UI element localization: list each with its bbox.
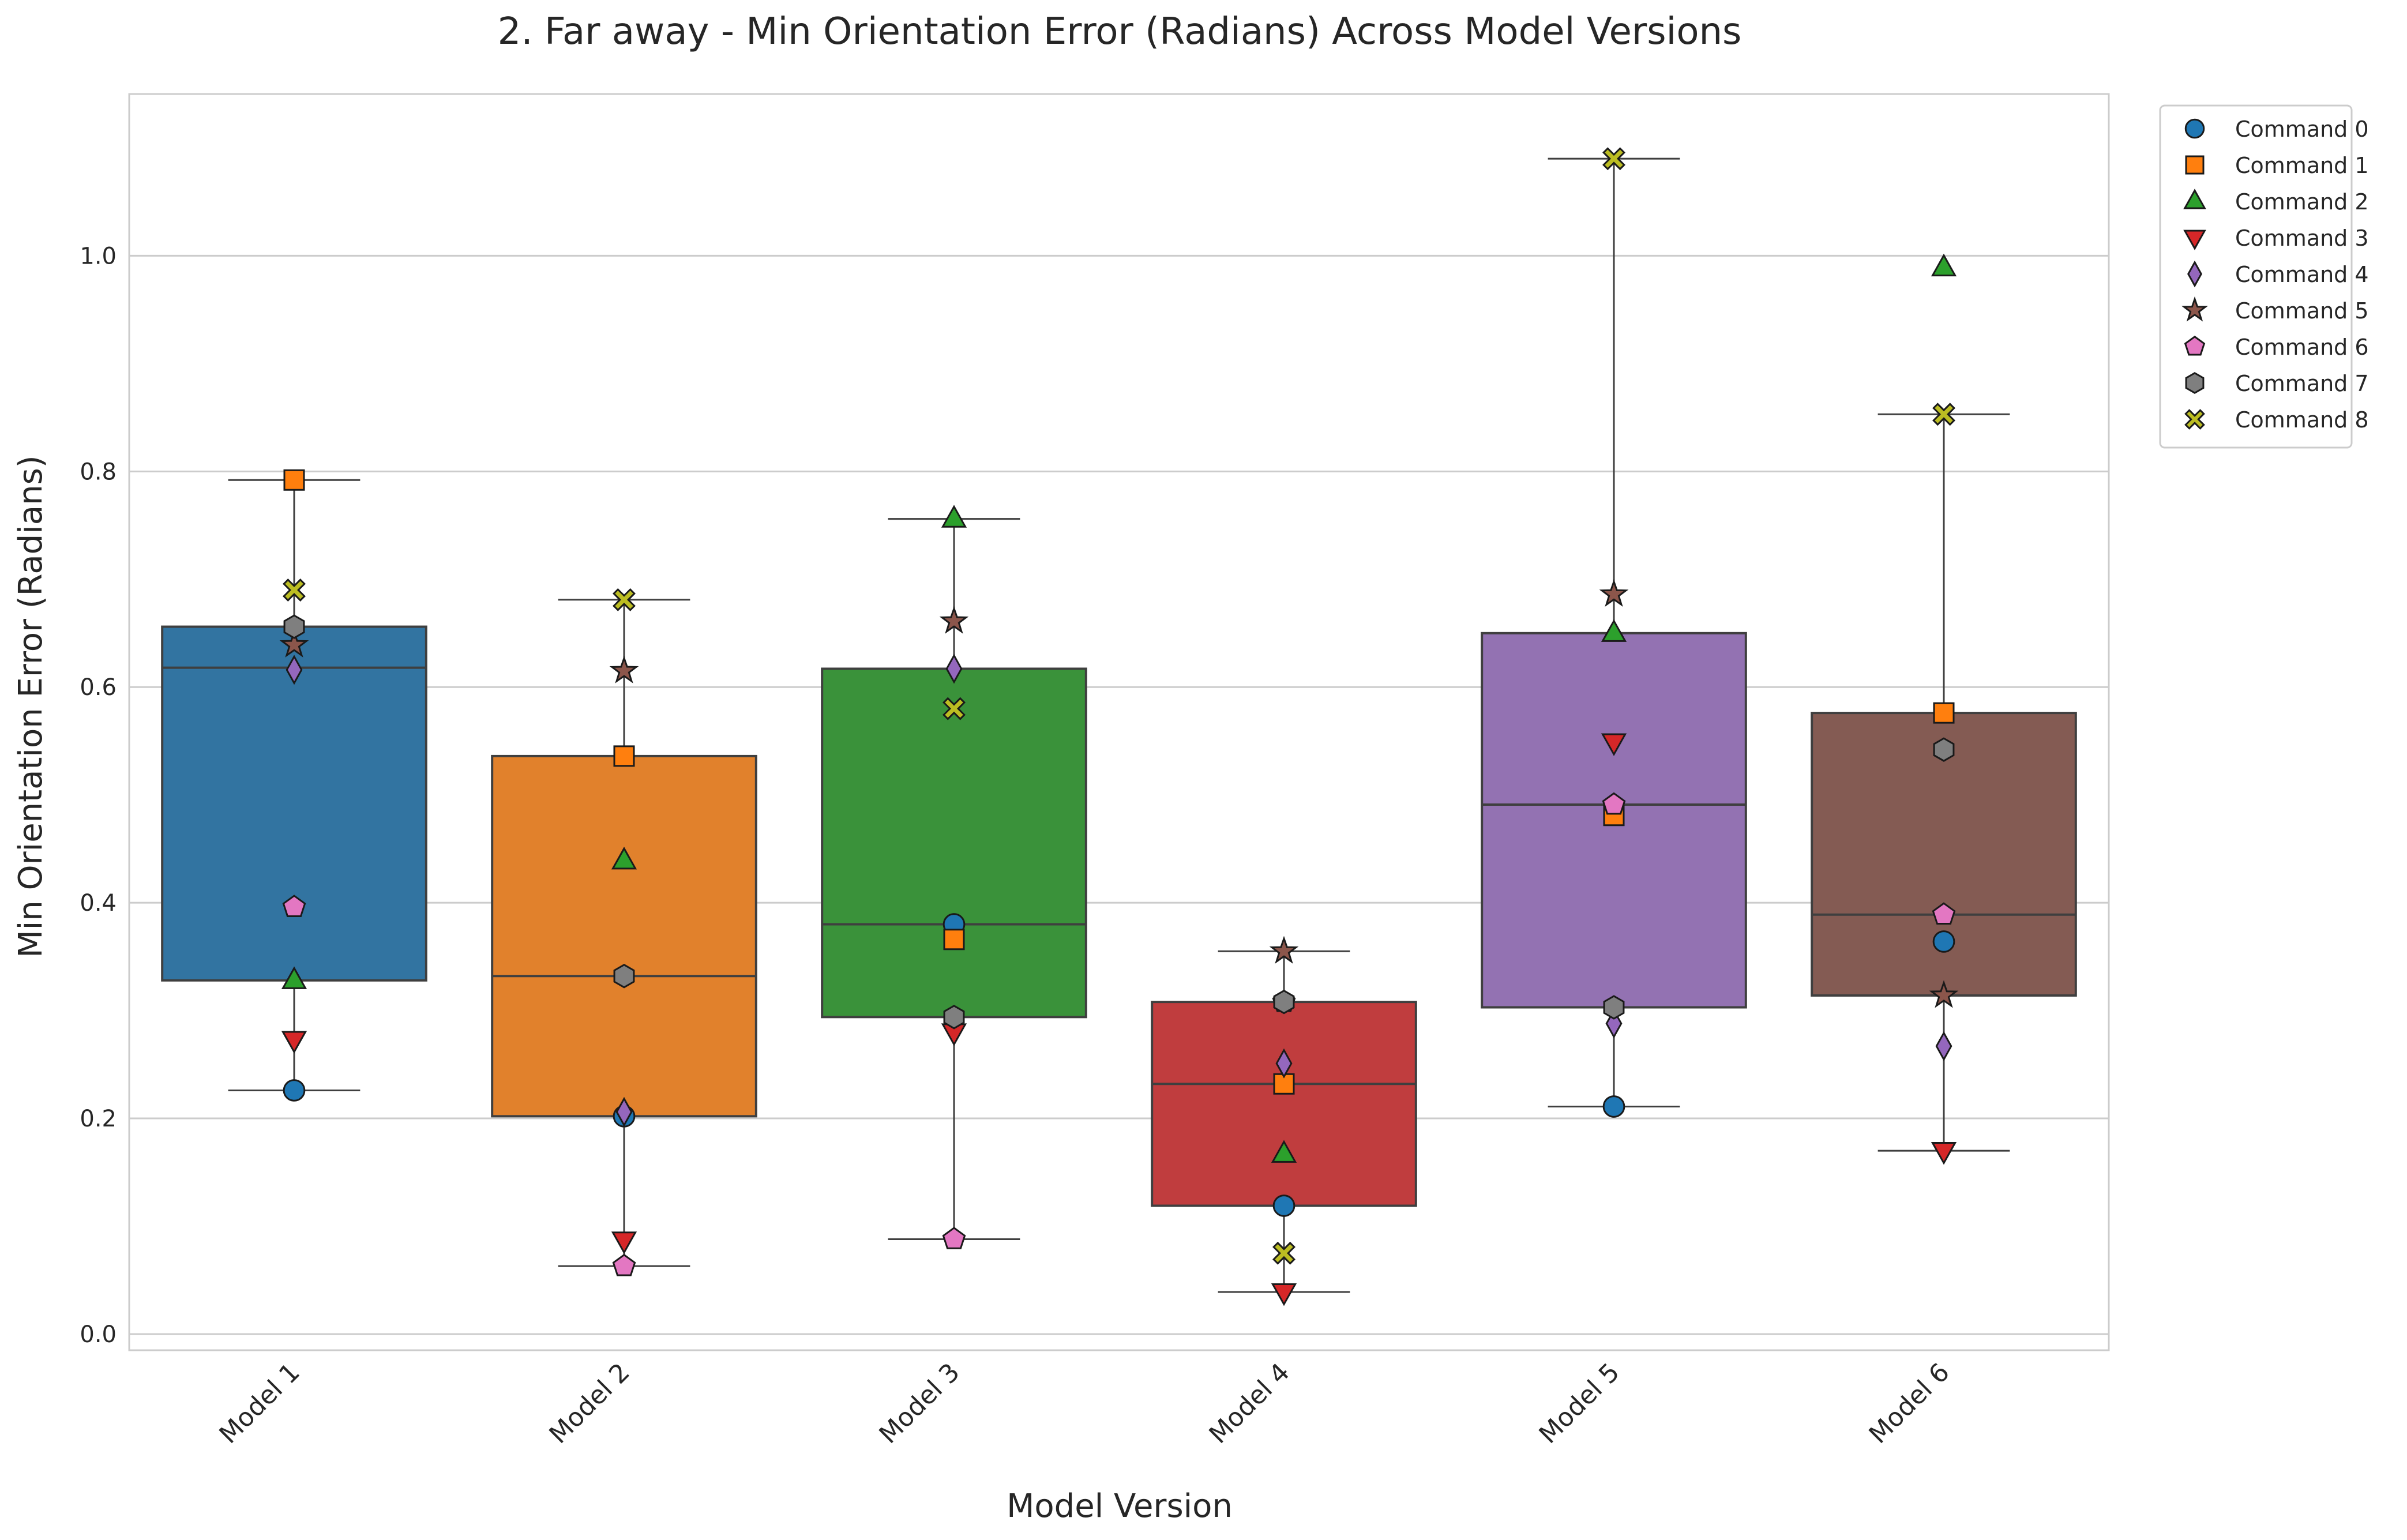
grid [129, 254, 2109, 1335]
box-4 [1151, 950, 1417, 1293]
point-command-6 [942, 1227, 966, 1249]
legend-marker [2184, 118, 2205, 139]
point-command-4 [286, 655, 303, 685]
y-tick-label: 1.0 [80, 243, 117, 269]
legend-label: Command 8 [2235, 407, 2369, 433]
legend-frame [2159, 104, 2353, 449]
point-command-4 [615, 1096, 633, 1127]
point-command-8 [1932, 403, 1955, 426]
box-2 [491, 599, 757, 1267]
legend-marker [2187, 260, 2202, 288]
box-1 [161, 479, 427, 1091]
point-command-2 [1931, 253, 1957, 277]
point-command-5 [279, 629, 309, 658]
point-command-6 [1932, 902, 1956, 925]
y-tick-label: 0.2 [80, 1106, 117, 1132]
legend-label: Command 6 [2235, 335, 2369, 360]
point-command-1 [1933, 702, 1955, 724]
point-command-1 [1273, 1073, 1295, 1095]
legend-marker [2185, 372, 2205, 394]
y-tick-label: 0.4 [80, 890, 117, 917]
point-command-3 [1931, 1142, 1957, 1165]
legend-label: Command 0 [2235, 117, 2369, 142]
point-command-7 [943, 1005, 965, 1030]
legend-marker [2184, 409, 2205, 430]
point-command-7 [1273, 989, 1295, 1015]
point-command-8 [613, 588, 636, 611]
legend-label: Command 3 [2235, 226, 2369, 251]
y-axis: 0.0 0.2 0.4 0.6 0.8 1.0 [80, 243, 117, 1348]
point-command-7 [1603, 995, 1625, 1020]
x-axis-label: Model Version [1007, 1488, 1233, 1525]
box-body [491, 754, 757, 1118]
point-command-2 [611, 846, 637, 870]
point-command-0 [1272, 1195, 1296, 1217]
legend-marker [2181, 296, 2208, 322]
point-command-1 [943, 929, 965, 951]
point-command-6 [282, 895, 306, 917]
point-command-7 [283, 614, 305, 639]
point-command-7 [1933, 737, 1955, 762]
legend: Command 0 Command 1 Command 2 Command 3 Comm… [2159, 104, 2369, 449]
data-points [279, 147, 1959, 1306]
legend-label: Command 4 [2235, 262, 2369, 287]
point-command-2 [1271, 1140, 1297, 1163]
point-command-8 [942, 697, 966, 720]
y-tick-label: 0.0 [80, 1321, 117, 1348]
point-command-5 [1269, 936, 1299, 964]
point-command-8 [283, 579, 306, 602]
point-command-2 [1601, 619, 1627, 642]
point-command-5 [1929, 980, 1959, 1008]
plot-area [128, 93, 2110, 1351]
point-command-3 [1601, 733, 1627, 756]
y-tick-label: 0.8 [80, 459, 117, 485]
legend-label: Command 1 [2235, 153, 2369, 178]
legend-marker [2184, 335, 2206, 356]
boxes [161, 157, 2077, 1293]
y-tick-label: 0.6 [80, 674, 117, 701]
point-command-3 [281, 1031, 307, 1054]
box-body [821, 667, 1087, 1019]
point-command-5 [1599, 579, 1629, 607]
point-command-4 [1935, 1031, 1952, 1061]
chart-title: 2. Far away - Min Orientation Error (Rad… [498, 10, 1742, 53]
point-command-6 [1602, 792, 1626, 815]
point-command-6 [612, 1253, 636, 1276]
legend-label: Command 2 [2235, 189, 2369, 215]
point-command-8 [1602, 147, 1625, 171]
box-body [1151, 1001, 1417, 1207]
point-command-0 [1602, 1095, 1625, 1118]
point-command-5 [939, 606, 969, 634]
y-axis-label: Min Orientation Error (Radians) [12, 455, 50, 957]
legend-marker [2183, 189, 2206, 209]
point-command-7 [613, 963, 635, 989]
box-body [161, 625, 427, 982]
point-command-0 [1932, 930, 1955, 953]
point-command-2 [941, 505, 967, 528]
point-command-3 [611, 1231, 637, 1254]
point-command-5 [609, 655, 639, 683]
point-command-4 [1275, 1048, 1293, 1079]
point-command-0 [283, 1079, 306, 1102]
point-command-4 [945, 653, 963, 684]
point-command-1 [613, 745, 635, 767]
point-command-2 [281, 966, 307, 989]
point-command-3 [1271, 1283, 1297, 1306]
legend-marker [2183, 230, 2206, 250]
point-command-1 [283, 469, 305, 491]
legend-marker [2185, 155, 2205, 175]
point-command-8 [1272, 1241, 1296, 1265]
legend-label: Command 5 [2235, 298, 2369, 324]
legend-label: Command 7 [2235, 371, 2369, 396]
